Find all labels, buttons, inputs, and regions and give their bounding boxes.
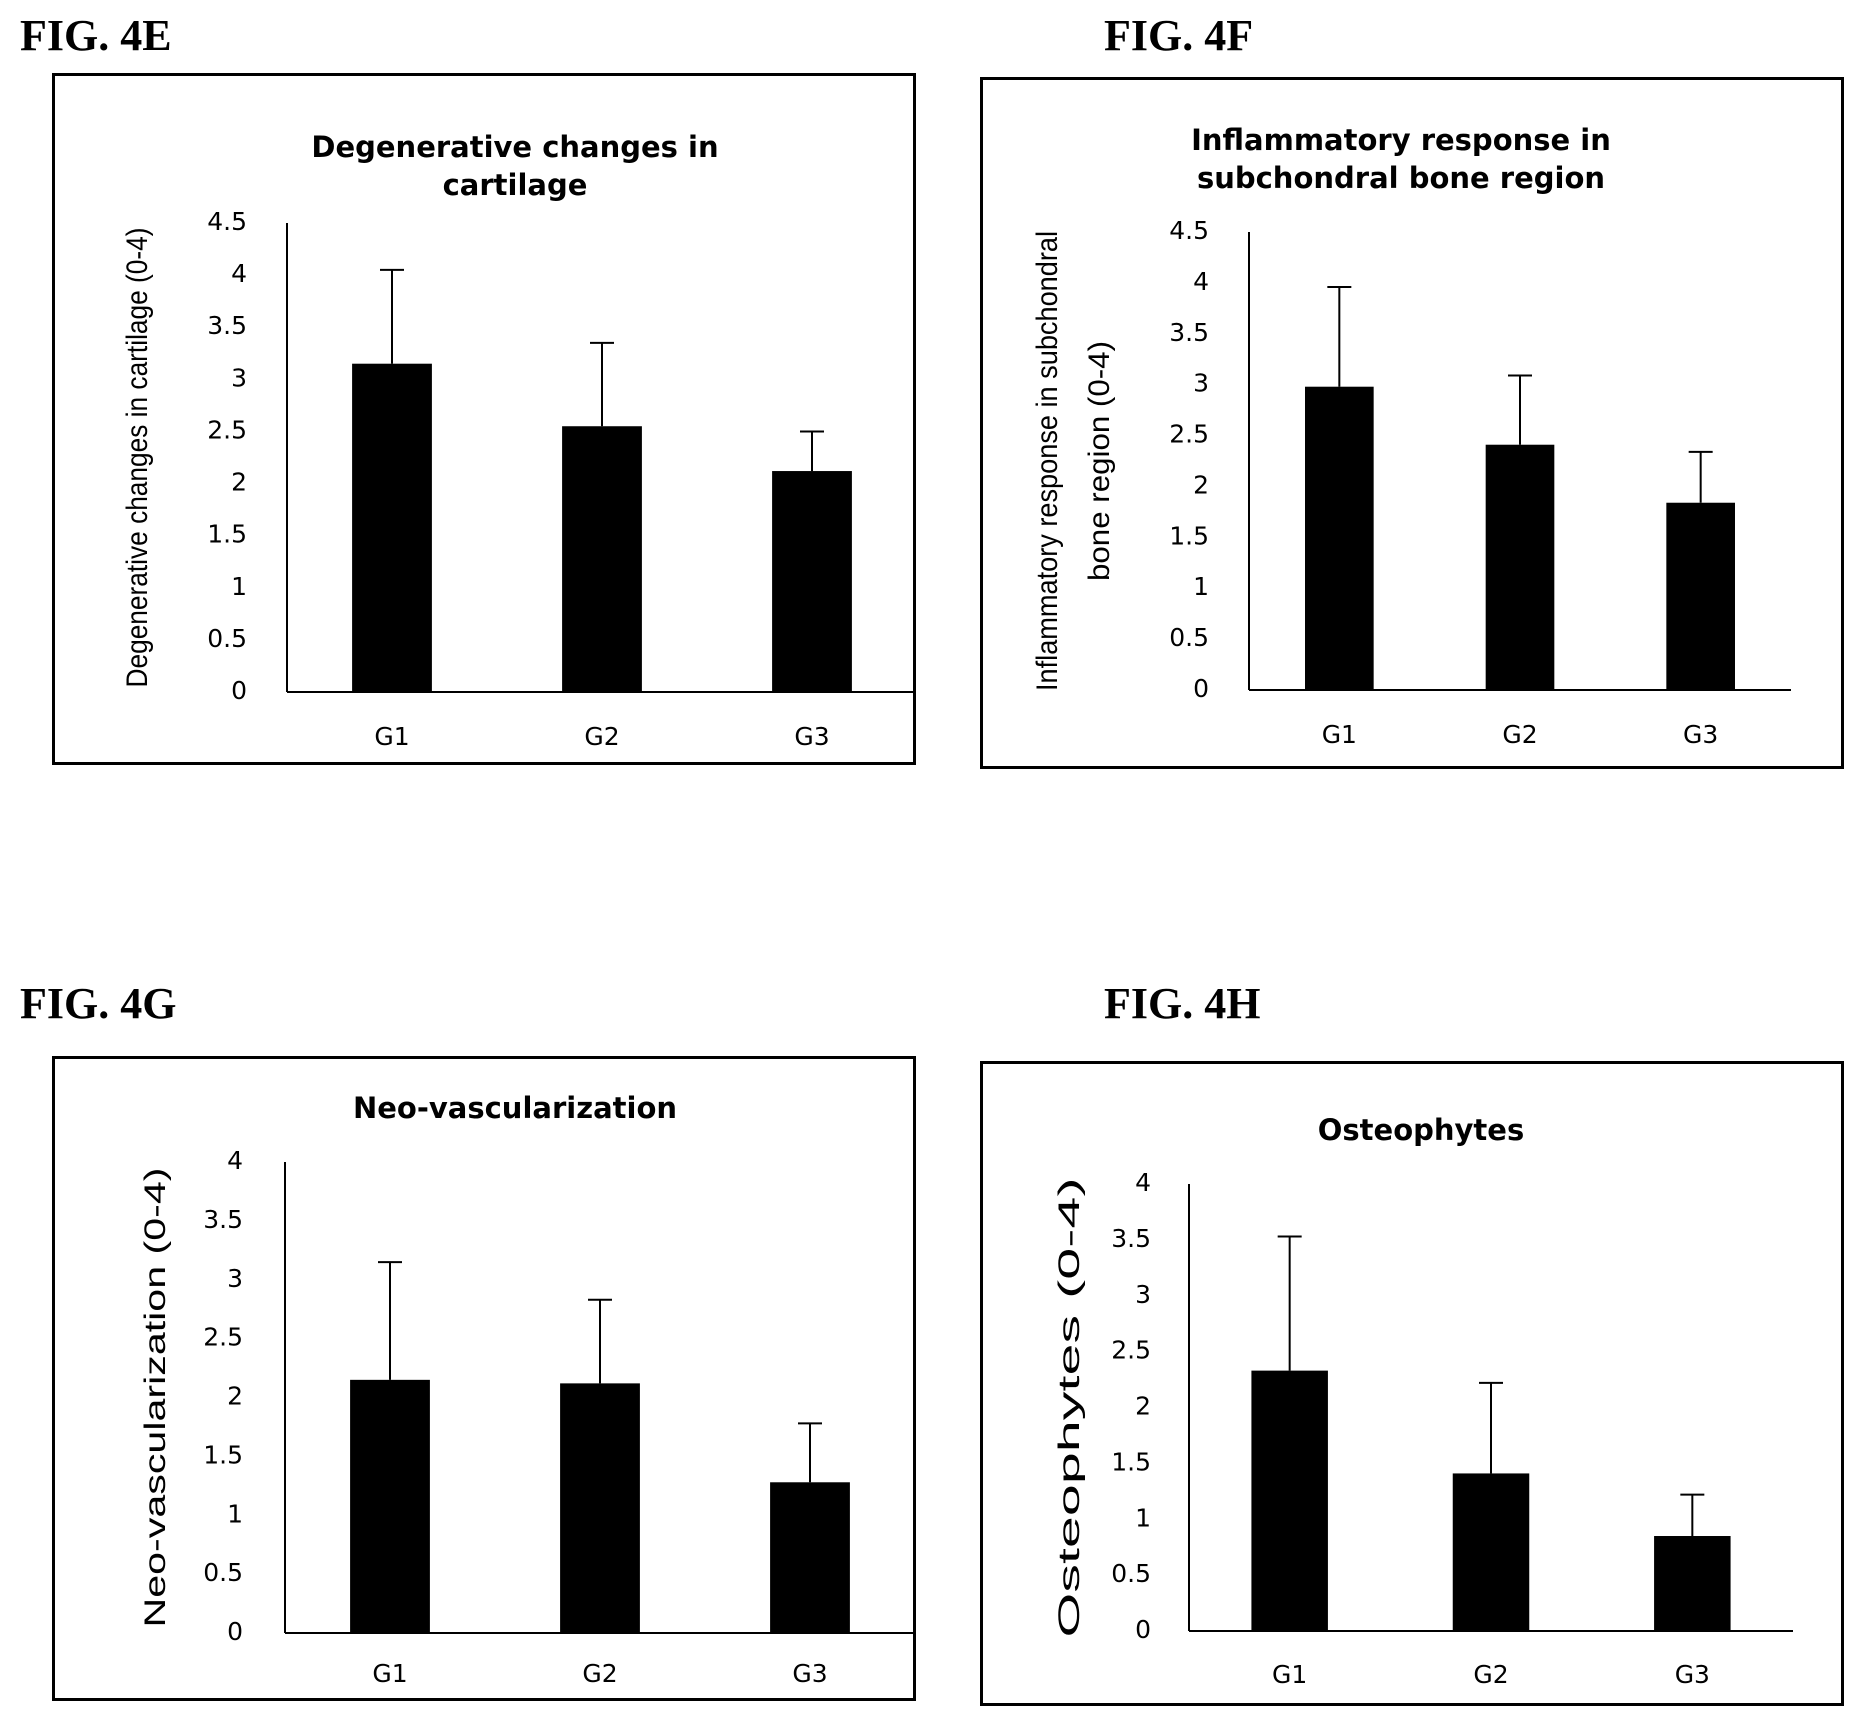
y-tick-label: 1 xyxy=(227,1499,243,1528)
y-tick-label: 2.5 xyxy=(203,1323,243,1352)
chart-svg: Neo-vascularization Neo-vascularization (… xyxy=(139,1091,913,1688)
y-tick-label: 3.5 xyxy=(1111,1224,1151,1253)
y-tick-label: 0 xyxy=(227,1617,243,1646)
bar xyxy=(1452,1473,1530,1631)
chart-title: Neo-vascularization xyxy=(353,1091,677,1125)
y-tick-label: 0 xyxy=(1135,1615,1151,1644)
x-tick-label: G1 xyxy=(374,722,409,751)
y-axis-label: Neo-vascularization (0-4) xyxy=(139,1168,172,1628)
chart-panel-4g: Neo-vascularization Neo-vascularization (… xyxy=(52,1056,916,1701)
y-tick-label: 1.5 xyxy=(203,1440,243,1469)
y-tick-label: 1.5 xyxy=(1111,1447,1151,1476)
chart-panel-4h: Osteophytes Osteophytes (0-4) 0 0.5 1 1.5 2 2.5… xyxy=(980,1061,1844,1706)
bar xyxy=(772,471,852,692)
bar xyxy=(560,1383,640,1633)
bar xyxy=(350,1379,430,1633)
x-tick-label: G3 xyxy=(1675,1660,1710,1689)
y-tick-label: 2 xyxy=(1193,470,1209,499)
chart-svg: Inflammatory response in subchondral bone… xyxy=(1031,123,1791,749)
y-tick-label: 2.5 xyxy=(1111,1336,1151,1365)
y-tick-label: 3.5 xyxy=(1169,318,1209,347)
y-tick-label: 4 xyxy=(1135,1168,1151,1197)
y-tick-label: 3.5 xyxy=(207,311,247,340)
chart-title: subchondral bone region xyxy=(1197,161,1605,195)
x-tick-label: G2 xyxy=(1502,720,1537,749)
y-axis-label: Inflammatory response in subchondral xyxy=(1031,231,1064,691)
x-tick-label: G3 xyxy=(792,1659,827,1688)
chart-title: Degenerative changes in xyxy=(311,130,718,164)
x-tick-label: G1 xyxy=(1322,720,1357,749)
x-tick-label: G1 xyxy=(372,1659,407,1688)
y-tick-label: 4 xyxy=(227,1146,243,1175)
x-tick-label: G1 xyxy=(1272,1660,1307,1689)
y-tick-label: 2.5 xyxy=(1169,420,1209,449)
y-axis-label: bone region (0-4) xyxy=(1083,341,1116,581)
chart-title: Inflammatory response in xyxy=(1191,123,1611,157)
x-tick-label: G3 xyxy=(794,722,829,751)
bar xyxy=(1666,502,1735,690)
y-axis-label: Degenerative changes in cartilage (0-4) xyxy=(121,228,154,688)
y-tick-label: 0 xyxy=(1193,674,1209,703)
y-tick-label: 0.5 xyxy=(203,1558,243,1587)
chart-title: Osteophytes xyxy=(1318,1113,1524,1147)
bar xyxy=(562,426,642,692)
bar xyxy=(770,1482,850,1633)
y-tick-label: 4 xyxy=(231,259,247,288)
x-tick-label: G3 xyxy=(1683,720,1718,749)
figure-label-4f: FIG. 4F xyxy=(1104,11,1254,60)
y-tick-label: 1 xyxy=(231,572,247,601)
y-tick-label: 3.5 xyxy=(203,1205,243,1234)
y-tick-label: 4 xyxy=(1193,267,1209,296)
y-tick-label: 3 xyxy=(231,363,247,392)
chart-svg: Degenerative changes in cartilage Degenera… xyxy=(121,130,913,751)
bar xyxy=(1251,1370,1328,1631)
y-tick-label: 0.5 xyxy=(1169,623,1209,652)
x-tick-label: G2 xyxy=(582,1659,617,1688)
y-tick-label: 1 xyxy=(1135,1503,1151,1532)
y-tick-label: 0.5 xyxy=(207,624,247,653)
chart-panel-4e: Degenerative changes in cartilage Degenera… xyxy=(52,73,916,765)
y-tick-label: 0 xyxy=(231,676,247,705)
y-tick-label: 1.5 xyxy=(207,520,247,549)
y-tick-label: 2.5 xyxy=(207,415,247,444)
y-tick-label: 0.5 xyxy=(1111,1559,1151,1588)
chart-svg: Osteophytes Osteophytes (0-4) 0 0.5 1 1.5 2 2.5… xyxy=(1053,1113,1793,1689)
y-tick-label: 1 xyxy=(1193,572,1209,601)
y-tick-label: 4.5 xyxy=(1169,216,1209,245)
bar xyxy=(1305,386,1374,690)
y-tick-label: 3 xyxy=(227,1264,243,1293)
bar xyxy=(1485,444,1555,690)
y-tick-label: 2 xyxy=(231,468,247,497)
x-tick-label: G2 xyxy=(584,722,619,751)
y-axis-label: Osteophytes (0-4) xyxy=(1053,1178,1086,1638)
y-tick-label: 4.5 xyxy=(207,207,247,236)
y-tick-label: 3 xyxy=(1193,369,1209,398)
y-tick-label: 2 xyxy=(1135,1392,1151,1421)
bar xyxy=(1654,1536,1731,1631)
figure-label-4h: FIG. 4H xyxy=(1104,979,1261,1028)
y-tick-label: 2 xyxy=(227,1382,243,1411)
y-tick-label: 3 xyxy=(1135,1280,1151,1309)
chart-panel-4f: Inflammatory response in subchondral bone… xyxy=(980,77,1844,769)
x-tick-label: G2 xyxy=(1473,1660,1508,1689)
bar xyxy=(352,363,432,692)
figure-label-4e: FIG. 4E xyxy=(20,11,172,60)
figure-label-4g: FIG. 4G xyxy=(20,979,177,1028)
chart-title: cartilage xyxy=(443,168,588,202)
y-tick-label: 1.5 xyxy=(1169,521,1209,550)
